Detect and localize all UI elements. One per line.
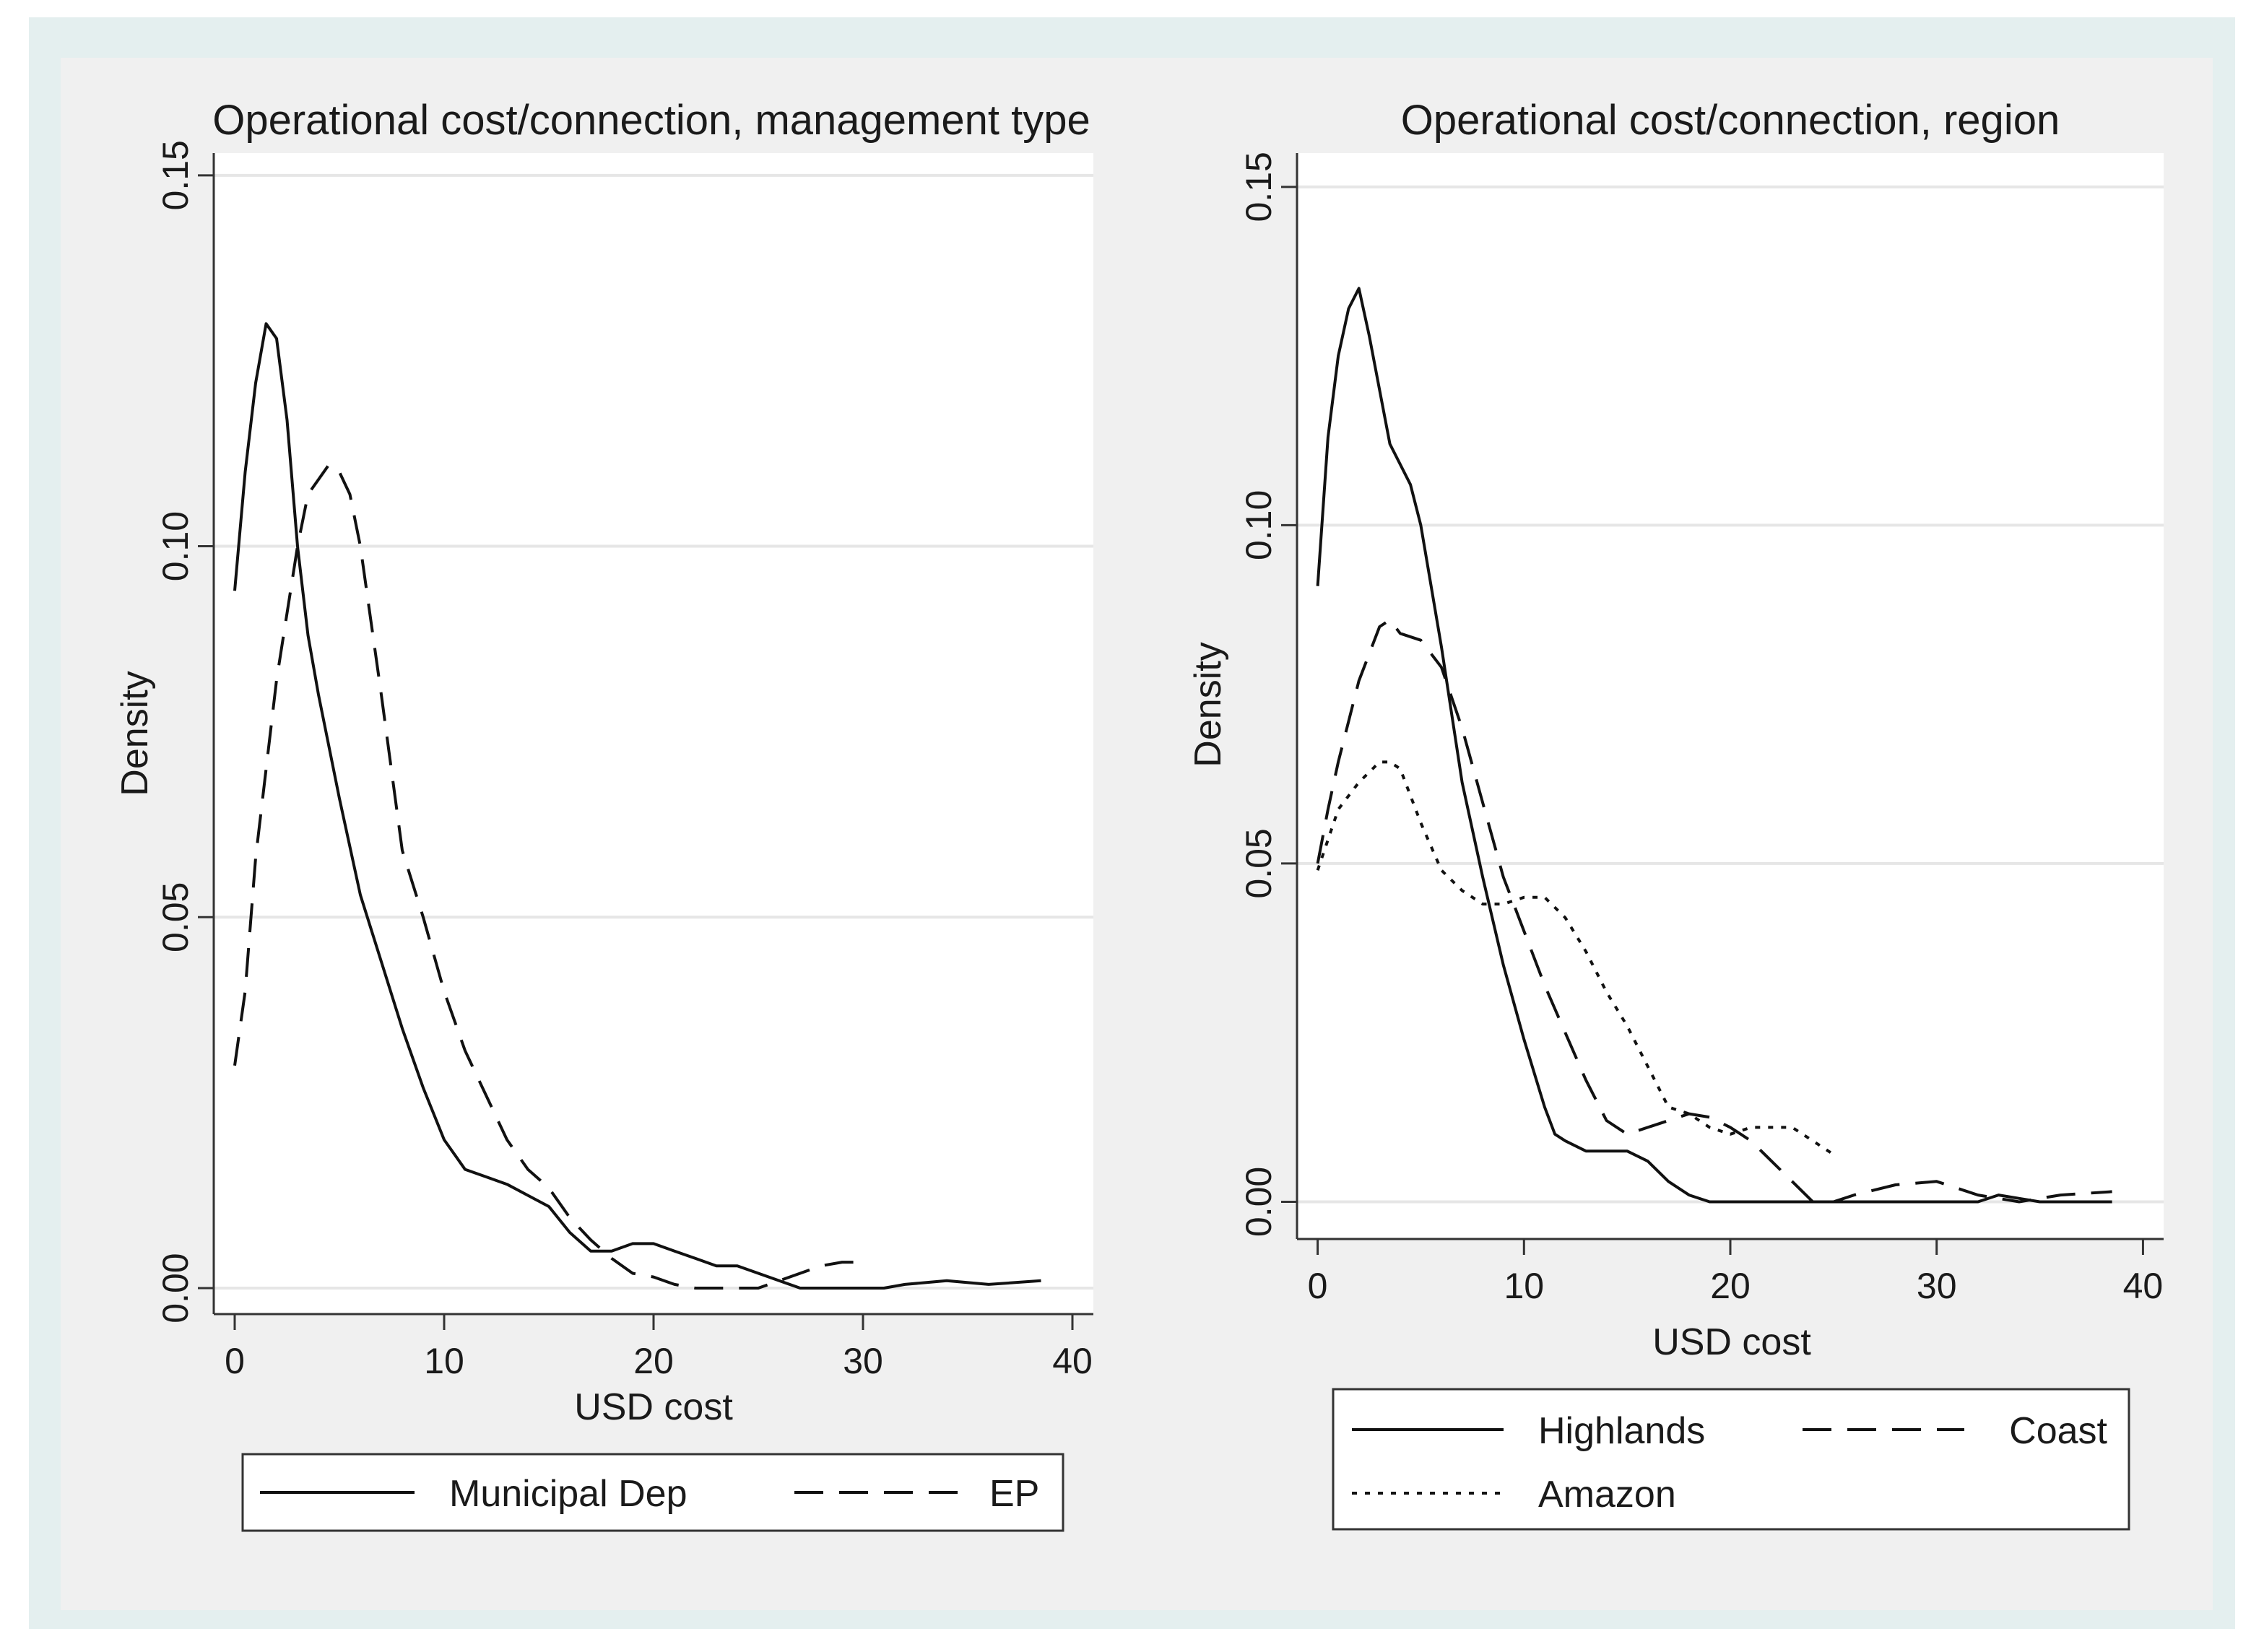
legend-label-highlands: Highlands <box>1538 1410 1705 1452</box>
right-x-tick-label: 20 <box>1710 1266 1751 1306</box>
right-y-tick-label: 0.15 <box>1239 152 1279 222</box>
left-y-tick-label: 0.05 <box>155 882 196 952</box>
right-x-tick-label: 10 <box>1504 1266 1544 1306</box>
chart-left-plot-area <box>214 153 1093 1314</box>
chart-left-x-label: USD cost <box>574 1386 733 1428</box>
left-x-tick-label: 30 <box>843 1341 883 1381</box>
right-y-tick-label: 0.00 <box>1239 1167 1279 1237</box>
chart-left-series <box>233 322 1041 1290</box>
chart-right: Operational cost/connection, region 0.00… <box>1187 97 2164 1531</box>
chart-left-y-label: Density <box>114 671 156 796</box>
legend-label-amazon: Amazon <box>1538 1474 1676 1516</box>
chart-left-x-ticks: 0 10 20 30 40 <box>225 1314 1093 1381</box>
chart-left-y-ticks: 0.00 0.05 0.10 0.15 <box>155 140 214 1323</box>
right-x-tick-label: 30 <box>1917 1266 1957 1306</box>
series-line-ep <box>233 463 863 1290</box>
series-line-coast <box>1316 618 2112 1204</box>
right-x-tick-label: 0 <box>1308 1266 1328 1306</box>
left-x-tick-label: 0 <box>225 1341 245 1381</box>
legend-label-ep: EP <box>989 1473 1039 1515</box>
right-x-tick-label: 40 <box>2123 1266 2164 1306</box>
chart-right-y-ticks: 0.00 0.05 0.10 0.15 <box>1239 152 1297 1237</box>
chart-right-plot-area <box>1297 153 2164 1239</box>
chart-right-legend-box <box>1332 1388 2130 1531</box>
legend-label-coast: Coast <box>2009 1410 2107 1452</box>
chart-left: Operational cost/connection, management … <box>114 97 1093 1532</box>
series-line-municipal-dep <box>233 322 1041 1290</box>
chart-left-gridlines <box>214 173 1093 1290</box>
chart-right-series <box>1316 287 2112 1204</box>
chart-right-x-label: USD cost <box>1652 1321 1811 1363</box>
legend-label-municipal-dep: Municipal Dep <box>449 1473 688 1515</box>
left-x-tick-label: 40 <box>1052 1341 1093 1381</box>
right-y-tick-label: 0.05 <box>1239 828 1279 898</box>
left-y-tick-label: 0.00 <box>155 1253 196 1323</box>
left-x-tick-label: 10 <box>424 1341 464 1381</box>
chart-left-title: Operational cost/connection, management … <box>212 97 1090 144</box>
chart-right-y-label: Density <box>1187 642 1229 767</box>
chart-left-legend: Municipal Dep EP <box>241 1453 1064 1532</box>
left-y-tick-label: 0.15 <box>155 140 196 210</box>
series-line-amazon <box>1316 760 1834 1156</box>
chart-right-x-ticks: 0 10 20 30 40 <box>1308 1239 2164 1306</box>
chart-right-legend: Highlands Coast Amazon <box>1332 1388 2130 1531</box>
left-x-tick-label: 20 <box>633 1341 674 1381</box>
series-line-highlands <box>1316 287 2112 1204</box>
chart-right-title: Operational cost/connection, region <box>1401 97 2060 144</box>
right-y-tick-label: 0.10 <box>1239 490 1279 560</box>
left-y-tick-label: 0.10 <box>155 511 196 581</box>
